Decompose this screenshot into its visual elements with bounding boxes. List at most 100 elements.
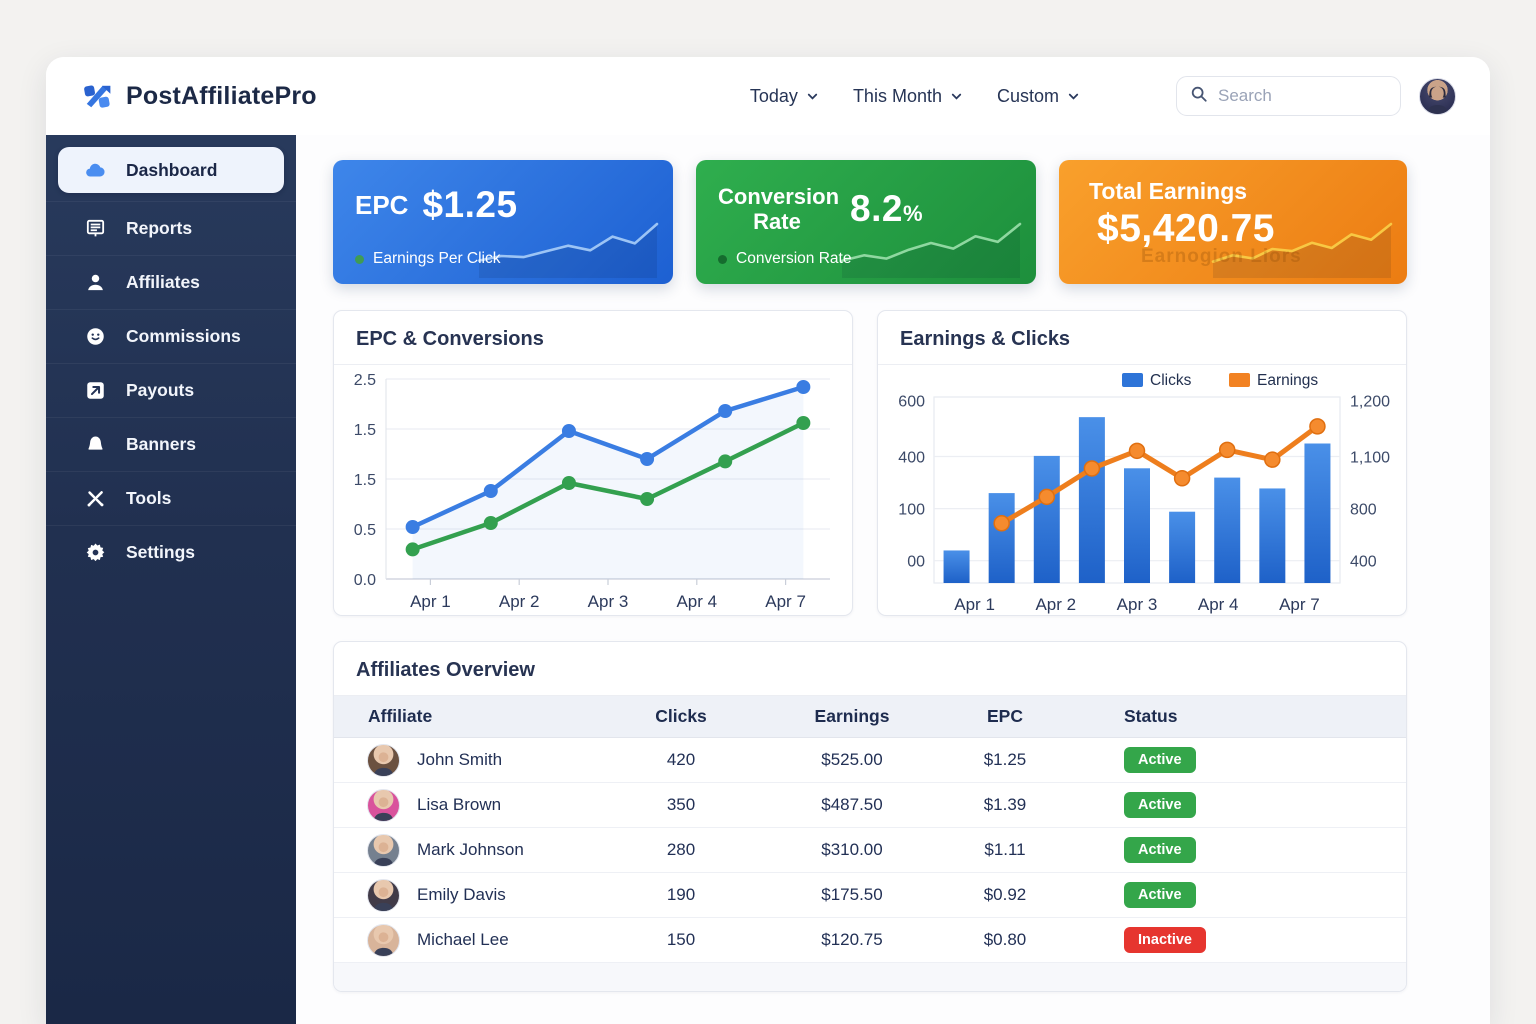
stat-card-total-earnings: Total Earnings $5,420.75 Earnogion Liors — [1059, 160, 1407, 284]
status-badge: Active — [1124, 837, 1196, 863]
epc-cell: $0.92 — [983, 885, 1027, 904]
stat-value: 8.2 — [850, 188, 903, 230]
earnings-cell: $310.00 — [821, 840, 883, 859]
svg-text:400: 400 — [1350, 554, 1377, 571]
sidebar-item-label: Commissions — [126, 326, 241, 346]
table-row[interactable]: Michael Lee 150 $120.75 $0.80 Inactive — [334, 918, 1406, 963]
svg-text:0.5: 0.5 — [354, 522, 376, 539]
epc-conversions-line-chart: 2.5 1.5 1.5 0.5 0.0 Apr 1 Apr 2 Apr 3 Apr 4 Apr 7 — [354, 372, 830, 611]
main-content: EPC $1.25 Earnings Per Click Conversion … — [296, 135, 1490, 1024]
svg-text:600: 600 — [898, 394, 925, 411]
svg-text:1.5: 1.5 — [354, 472, 376, 489]
search-input[interactable] — [1218, 86, 1387, 106]
sidebar-item-label: Affiliates — [126, 272, 200, 292]
sidebar-item-label: Payouts — [126, 380, 195, 400]
column-header-epc: EPC — [987, 706, 1023, 726]
app-window: PostAffiliatePro Today This Month Custom — [46, 57, 1490, 1024]
filter-custom[interactable]: Custom — [997, 86, 1080, 107]
table-row[interactable]: Emily Davis 190 $175.50 $0.92 Active — [334, 873, 1406, 918]
logo[interactable]: PostAffiliatePro — [80, 78, 317, 114]
svg-text:2.5: 2.5 — [354, 372, 376, 389]
earnings-cell: $525.00 — [821, 750, 883, 769]
avatar — [367, 743, 400, 777]
status-badge: Active — [1124, 792, 1196, 818]
affiliates-overview-panel: Affiliates Overview Affiliate Clicks Ear… — [333, 641, 1407, 992]
user-avatar[interactable] — [1419, 77, 1456, 115]
table-header-row: Affiliate Clicks Earnings EPC Status — [334, 696, 1406, 738]
svg-text:Apr 4: Apr 4 — [676, 592, 717, 611]
table-row[interactable]: Mark Johnson 280 $310.00 $1.11 Active — [334, 828, 1406, 873]
svg-text:800: 800 — [1350, 502, 1377, 519]
table-row[interactable]: John Smith 420 $525.00 $1.25 Active — [334, 738, 1406, 783]
avatar — [367, 878, 400, 912]
table-title: Affiliates Overview — [334, 642, 1406, 696]
svg-text:Apr 3: Apr 3 — [588, 592, 629, 611]
affiliate-name: Lisa Brown — [417, 795, 502, 814]
sidebar-item-tools[interactable]: Tools — [46, 471, 296, 525]
svg-text:Apr 3: Apr 3 — [1117, 595, 1158, 614]
column-header-status: Status — [1124, 706, 1178, 726]
gear-icon — [84, 541, 107, 564]
epc-cell: $1.11 — [984, 840, 1026, 859]
stat-value: $5,420.75 — [1097, 207, 1276, 250]
svg-text:Apr 7: Apr 7 — [765, 592, 806, 611]
clicks-cell: 190 — [666, 885, 696, 904]
svg-text:Apr 2: Apr 2 — [1035, 595, 1076, 614]
stat-subtitle: Earnings Per Click — [373, 250, 501, 267]
affiliate-name: Emily Davis — [417, 885, 506, 904]
sidebar-item-reports[interactable]: Reports — [46, 201, 296, 255]
table-row[interactable]: Lisa Brown 350 $487.50 $1.39 Active — [334, 783, 1406, 828]
sidebar-item-label: Reports — [126, 218, 193, 238]
search-box[interactable] — [1176, 76, 1401, 116]
sidebar-item-label: Dashboard — [126, 159, 218, 180]
svg-text:Apr 1: Apr 1 — [954, 595, 995, 614]
earnings-clicks-combo-chart: 600 1,200 400 1,100 100 800 00 400 Clicks Earning… — [898, 372, 1390, 614]
sidebar: Dashboard Reports Affiliates Commissions Pay… — [46, 135, 296, 1024]
svg-text:400: 400 — [898, 450, 925, 467]
search-icon — [1190, 85, 1208, 108]
affiliate-name: Michael Lee — [417, 930, 509, 949]
epc-conversions-chart-panel: EPC & Conversions 2.5 1.5 1.5 0.5 0.0 Apr 1 Ap… — [333, 310, 853, 616]
status-badge: Active — [1124, 882, 1196, 908]
send-icon — [84, 379, 107, 402]
logo-icon — [80, 78, 116, 114]
stat-cards-row: EPC $1.25 Earnings Per Click Conversion … — [333, 160, 1407, 284]
charts-row: EPC & Conversions 2.5 1.5 1.5 0.5 0.0 Apr 1 Ap… — [333, 310, 1407, 616]
chart-title: EPC & Conversions — [334, 311, 852, 365]
epc-cell: $1.25 — [983, 750, 1027, 769]
sidebar-item-settings[interactable]: Settings — [46, 525, 296, 579]
stat-subtitle: Conversion Rate — [736, 250, 852, 267]
chevron-down-icon — [1067, 90, 1080, 103]
sidebar-item-commissions[interactable]: Commissions — [46, 309, 296, 363]
svg-text:1,100: 1,100 — [1350, 450, 1390, 467]
sidebar-item-dashboard[interactable]: Dashboard — [58, 147, 284, 193]
svg-text:Apr 4: Apr 4 — [1198, 595, 1239, 614]
banner-icon — [84, 433, 107, 456]
svg-text:100: 100 — [898, 502, 925, 519]
svg-text:00: 00 — [907, 554, 925, 571]
avatar — [367, 923, 400, 957]
svg-text:Apr 2: Apr 2 — [499, 592, 540, 611]
report-icon — [84, 217, 107, 240]
status-badge: Active — [1124, 747, 1196, 773]
sidebar-item-banners[interactable]: Banners — [46, 417, 296, 471]
filter-this-month[interactable]: This Month — [853, 86, 963, 107]
svg-text:1,200: 1,200 — [1350, 394, 1390, 411]
person-icon — [84, 271, 107, 294]
earnings-clicks-chart-panel: Earnings & Clicks 600 1,200 400 1,100 100 800… — [877, 310, 1407, 616]
filter-today[interactable]: Today — [750, 86, 819, 107]
table-body: John Smith 420 $525.00 $1.25 Active Lisa Brow… — [334, 738, 1406, 963]
clicks-cell: 420 — [666, 750, 696, 769]
clicks-cell: 280 — [666, 840, 696, 859]
stat-card-epc: EPC $1.25 Earnings Per Click — [333, 160, 673, 284]
filter-this-month-label: This Month — [852, 85, 942, 106]
earnings-cell: $120.75 — [821, 930, 883, 949]
filter-custom-label: Custom — [996, 85, 1059, 106]
sidebar-item-affiliates[interactable]: Affiliates — [46, 255, 296, 309]
stat-value-suffix: % — [902, 201, 923, 227]
epc-cell: $1.39 — [983, 795, 1027, 814]
stat-label: Total Earnings — [1089, 178, 1248, 204]
sidebar-item-payouts[interactable]: Payouts — [46, 363, 296, 417]
clicks-cell: 150 — [666, 930, 696, 949]
column-header-clicks: Clicks — [655, 706, 707, 726]
